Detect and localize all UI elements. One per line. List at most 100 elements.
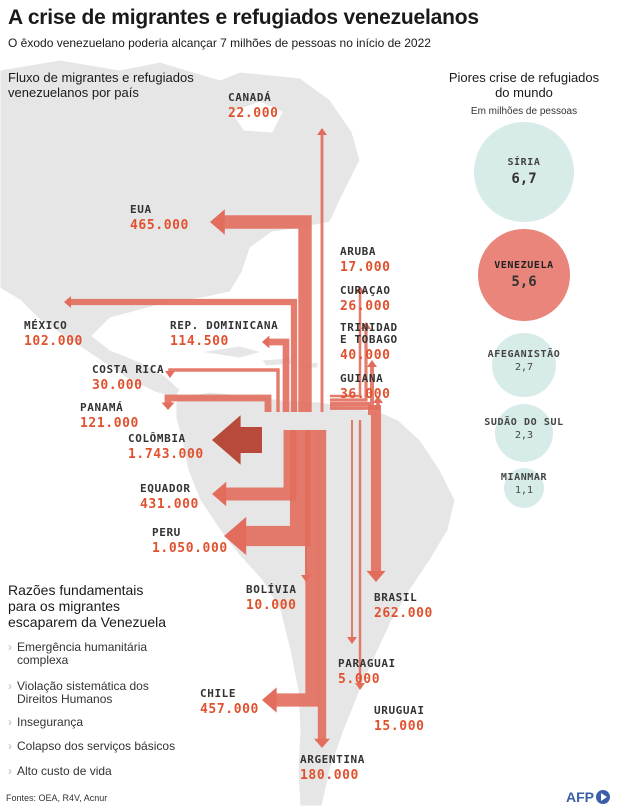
flow-arrow-head	[367, 360, 377, 367]
flow-arrow-head	[212, 481, 227, 507]
flow-arrow-head	[262, 335, 270, 349]
reasons-title-line: Razões fundamentais	[8, 582, 144, 598]
flow-arrow-shaft	[330, 292, 362, 398]
flow-arrow-shaft	[330, 366, 374, 406]
flow-arrow-head	[210, 209, 225, 235]
destination-value: 1.743.000	[128, 447, 204, 462]
flow-arrow-head	[64, 296, 71, 308]
crisis-label: MIANMAR 1,1	[454, 472, 594, 496]
flow-arrow-5	[161, 394, 272, 412]
sources: Fontes: OEA, R4V, Acnur	[6, 793, 108, 803]
crises-title: Piores crise de refugiados do mundo	[440, 70, 608, 100]
crisis-bubble	[492, 333, 556, 397]
crisis-value: 6,7	[511, 171, 537, 187]
page-subtitle: O êxodo venezuelano poderia alcançar 7 m…	[8, 36, 431, 50]
destination-16: TRINIDAD E TOBAGO 40.000	[340, 322, 398, 364]
flow-arrow-shaft	[168, 368, 280, 412]
crisis-value: 2,3	[514, 430, 534, 441]
destination-value: 102.000	[24, 334, 83, 349]
destination-country: CURAÇAO	[340, 284, 391, 297]
flow-arrow-shaft	[330, 402, 380, 410]
crisis-bubble: VENEZUELA 5,6	[478, 229, 570, 321]
flow-arrow-16	[330, 360, 377, 406]
destination-country: CANADÁ	[228, 91, 272, 104]
destination-value: 465.000	[130, 218, 189, 233]
destination-country: CHILE	[200, 687, 237, 700]
destination-5: PANAMÁ 121.000	[80, 402, 139, 432]
flow-arrow-head	[165, 371, 175, 378]
flow-arrow-head	[314, 738, 330, 748]
destination-value: 40.000	[340, 348, 391, 363]
destination-18: ARUBA 17.000	[340, 245, 391, 276]
reason-text: complexa	[17, 653, 69, 667]
reason-item: › Alto custo de vida	[8, 765, 112, 778]
flow-arrow-shaft	[268, 338, 290, 412]
destination-11: ARGENTINA 180.000	[300, 753, 366, 784]
destination-country: EQUADOR	[140, 482, 191, 495]
flow-arrow-shaft	[275, 430, 319, 707]
flow-arrow-head	[161, 402, 175, 410]
crisis-label: SUDÃO DO SUL 2,3	[454, 417, 594, 441]
flow-arrow-head	[355, 683, 365, 690]
destination-value: 10.000	[246, 598, 297, 613]
destination-country: MÉXICO	[24, 319, 68, 332]
flow-title-line: venezuelanos por país	[8, 85, 139, 100]
crisis-value: 5,6	[511, 273, 537, 290]
flow-arrow-8	[224, 430, 311, 556]
destination-3: REP. DOMINICANA 114.500	[170, 320, 278, 350]
destination-country: URUGUAI	[374, 704, 425, 717]
destination-value: 26.000	[340, 299, 391, 314]
afp-logo: AFP	[566, 789, 610, 805]
destination-country: BRASIL	[374, 591, 418, 604]
crisis-label: AFEGANISTÃO 2,7	[454, 349, 594, 373]
reasons-title-line: para os migrantes	[8, 598, 121, 614]
destination-country: ARUBA	[340, 245, 377, 258]
destination-country: PERU	[152, 526, 181, 539]
destination-value: 15.000	[374, 719, 425, 734]
flow-arrow-head	[212, 415, 241, 465]
destination-7: EQUADOR 431.000	[140, 482, 199, 513]
reason-item: › Emergência humanitária complexa	[8, 641, 147, 667]
destination-value: 180.000	[300, 768, 359, 783]
chevron-right-icon: ›	[8, 679, 12, 693]
flow-title: Fluxo de migrantes e refugiados venezuel…	[8, 70, 194, 100]
reason-text: Violação sistemática dos	[17, 679, 149, 693]
chevron-right-icon: ›	[8, 715, 12, 729]
destination-6: COLÔMBIA 1.743.000	[128, 433, 204, 463]
crises-unit: Em milhões de pessoas	[470, 106, 578, 117]
flow-arrow-head	[224, 516, 247, 556]
destination-value: 121.000	[80, 416, 139, 431]
flow-arrow-head	[262, 687, 277, 713]
flow-arrow-head	[355, 286, 365, 293]
destination-country: COSTA RICA	[92, 363, 165, 376]
flow-arrow-head	[361, 322, 371, 329]
flow-arrow-4	[165, 368, 280, 412]
chevron-right-icon: ›	[8, 739, 12, 753]
destination-1: EUA 465.000	[130, 203, 189, 234]
crisis-name: SÍRIA	[507, 157, 541, 168]
destination-country: BOLÍVIA	[246, 583, 297, 596]
crisis-name: AFEGANISTÃO	[487, 349, 561, 360]
flow-arrow-head	[366, 570, 386, 582]
flow-arrow-shaft	[164, 394, 272, 412]
flow-arrow-10	[262, 430, 319, 713]
destination-15: GUIANA 36.000	[340, 373, 391, 403]
page-title: A crise de migrantes e refugiados venezu…	[8, 6, 479, 29]
flow-arrow-1	[210, 209, 312, 412]
destination-value: 36.000	[340, 387, 391, 402]
crises-title-line: do mundo	[495, 85, 553, 100]
flow-arrow-head	[317, 128, 327, 135]
afp-logo-mark	[596, 790, 610, 804]
flow-arrow-6	[212, 415, 262, 465]
crisis-name: MIANMAR	[500, 472, 548, 483]
destination-value: 22.000	[228, 106, 279, 121]
crisis-value: 1,1	[514, 485, 534, 496]
destination-value: 17.000	[340, 260, 391, 275]
flow-arrow-2	[64, 296, 298, 412]
crisis-name: VENEZUELA	[494, 259, 554, 271]
destination-13: PARAGUAI 5.000	[338, 658, 396, 688]
destination-country: ARGENTINA	[300, 753, 366, 766]
crisis-bubble: SÍRIA 6,7	[474, 122, 574, 222]
destination-value: 457.000	[200, 702, 259, 717]
destination-country: EUA	[130, 203, 152, 216]
